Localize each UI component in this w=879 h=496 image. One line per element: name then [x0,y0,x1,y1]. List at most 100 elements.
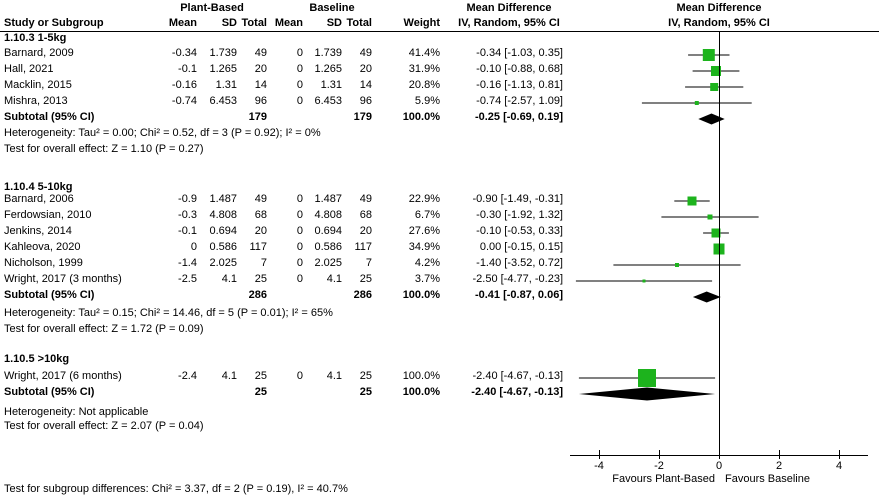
cell-n_bl: 25 [359,370,372,382]
favours-left-label: Favours Plant-Based [612,473,715,485]
subgroup-label: 1.10.4 5-10kg [4,181,73,193]
cell-weight: 3.7% [414,273,440,285]
effect-size-marker [694,101,699,105]
weight-header: Weight [403,17,440,29]
cell-sd_bl: 1.31 [320,79,342,91]
cell-n_bl: 49 [359,47,372,59]
effect-size-marker [675,263,679,267]
subtotal-label: Subtotal (95% CI) [4,289,95,301]
cell-ci_text: -0.25 [-0.69, 0.19] [474,111,563,123]
cell-mean_pb: -2.4 [178,370,197,382]
iv-random-plot-header: IV, Random, 95% CI [668,17,770,29]
cell-n_pb: 20 [254,225,267,237]
cell-weight: 34.9% [408,241,440,253]
cell-weight: 5.9% [414,95,440,107]
cell-mean_pb: -0.1 [178,225,197,237]
study-or-subgroup-header: Study or Subgroup [4,17,104,29]
plant-based-group-header: Plant-Based [180,2,244,14]
cell-mean_pb: -0.16 [171,79,197,91]
cell-sd_bl: 1.739 [314,47,342,59]
cell-mean_pb: -0.9 [178,193,197,205]
cell-ci_text: -0.41 [-0.87, 0.06] [474,289,563,301]
cell-n_bl: 179 [353,111,372,123]
cell-ci_text: -2.50 [-4.77, -0.23] [472,273,564,285]
cell-mean_bl: 0 [296,209,303,221]
overall-effect-note: Test for overall effect: Z = 1.72 (P = 0… [4,323,204,335]
cell-n_bl: 25 [359,273,372,285]
effect-size-marker [642,279,646,283]
cell-weight: 41.4% [408,47,440,59]
cell-sd_pb: 1.739 [209,47,237,59]
cell-sd_pb: 1.265 [209,63,237,75]
heterogeneity-note: Heterogeneity: Tau² = 0.15; Chi² = 14.46… [4,307,333,319]
cell-n_bl: 20 [359,63,372,75]
subtotal-diamond [578,387,716,401]
mean-baseline-header: Mean [274,17,303,29]
tick-label: -2 [654,460,664,472]
cell-n_pb: 25 [254,370,267,382]
tick-label: -4 [594,460,604,472]
cell-n_pb: 49 [254,193,267,205]
cell-weight: 6.7% [414,209,440,221]
cell-ci_text: -0.10 [-0.53, 0.33] [476,225,563,237]
cell-sd_bl: 4.1 [326,370,342,382]
effect-size-marker [638,369,656,387]
header-rule [0,31,879,32]
cell-n_bl: 20 [359,225,372,237]
cell-n_pb: 96 [254,95,267,107]
favours-right-label: Favours Baseline [725,473,810,485]
cell-sd_pb: 6.453 [209,95,237,107]
cell-ci_text: -0.34 [-1.03, 0.35] [476,47,563,59]
subtotal-label: Subtotal (95% CI) [4,386,95,398]
heterogeneity-note: Heterogeneity: Tau² = 0.00; Chi² = 0.52,… [4,127,321,139]
cell-sd_pb: 4.1 [221,273,237,285]
overall-effect-note: Test for overall effect: Z = 2.07 (P = 0… [4,420,204,432]
effect-size-marker [710,83,719,91]
cell-mean_pb: -0.74 [171,95,197,107]
cell-sd_bl: 4.808 [314,209,342,221]
effect-size-marker [707,214,713,220]
tick-label: 2 [775,460,783,472]
cell-mean_pb: -1.4 [178,257,197,269]
mean-difference-plot-header: Mean Difference [676,2,762,14]
cell-sd_bl: 1.265 [314,63,342,75]
cell-n_bl: 96 [359,95,372,107]
subtotal-diamond [692,291,721,303]
cell-n_pb: 49 [254,47,267,59]
cell-weight: 100.0% [402,289,440,301]
total-pb-header: Total [241,17,267,29]
effect-size-marker [702,49,715,61]
cell-ci_text: -0.30 [-1.92, 1.32] [476,209,563,221]
cell-mean_bl: 0 [296,370,303,382]
cell-sd_bl: 2.025 [314,257,342,269]
sd-baseline-header: SD [326,17,342,29]
cell-n_pb: 20 [254,63,267,75]
cell-mean_bl: 0 [296,47,303,59]
study-name: Hall, 2021 [4,63,54,75]
cell-ci_text: -0.10 [-0.88, 0.68] [476,63,563,75]
cell-mean_pb: -0.3 [178,209,197,221]
baseline-group-header: Baseline [309,2,355,14]
cell-sd_pb: 0.694 [209,225,237,237]
cell-n_pb: 117 [249,241,267,253]
cell-n_bl: 117 [354,241,372,253]
cell-weight: 100.0% [402,370,440,382]
overall-effect-note: Test for overall effect: Z = 1.10 (P = 0… [4,143,204,155]
cell-n_pb: 25 [254,273,267,285]
cell-n_pb: 14 [254,79,267,91]
tick-label: 4 [835,460,843,472]
cell-n_pb: 7 [260,257,267,269]
cell-n_bl: 49 [359,193,372,205]
cell-mean_bl: 0 [296,193,303,205]
cell-weight: 4.2% [414,257,440,269]
total-baseline-header: Total [346,17,372,29]
cell-sd_bl: 1.487 [314,193,342,205]
sd-pb-header: SD [221,17,237,29]
cell-mean_bl: 0 [296,225,303,237]
cell-n_bl: 14 [359,79,372,91]
cell-ci_text: 0.00 [-0.15, 0.15] [479,241,563,253]
cell-mean_pb: -0.1 [178,63,197,75]
iv-random-text-header: IV, Random, 95% CI [458,17,560,29]
study-name: Barnard, 2006 [4,193,74,205]
